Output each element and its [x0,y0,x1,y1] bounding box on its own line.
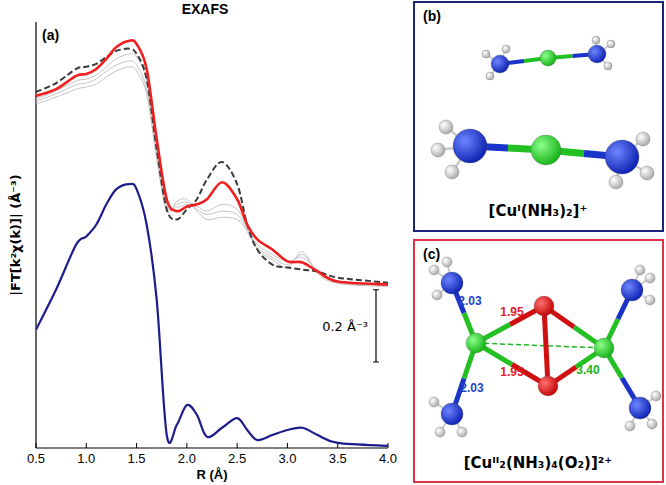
series-group [36,40,388,445]
atom [445,165,459,179]
x-tick-label: 1.0 [77,451,95,466]
x-tick [36,443,37,448]
atom [636,132,650,146]
series-line [36,67,388,287]
bond-length-label: 1.95 [500,365,524,379]
bond-length-label: 2.03 [460,381,484,395]
x-axis-line [36,447,388,448]
atom [540,50,556,66]
atom [640,166,654,180]
scale-bar-cap [373,362,379,363]
x-tick [237,443,238,448]
x-tick [186,443,187,448]
atom [645,273,655,283]
atom [486,72,494,80]
atom [429,265,439,275]
atom [651,391,661,401]
x-axis-label: R (Å) [196,467,227,482]
x-tick-label: 2.0 [178,451,196,466]
atom [621,279,643,301]
x-tick-label: 1.5 [128,451,146,466]
scale-bar [375,290,376,362]
panel-frame [414,240,663,482]
panel-c: (c) 2.03 1.95 2.03 1.95 3.40 [Cuᴵᴵ₂(NH₃)₄(O₂)]… [414,240,663,482]
x-tick [287,443,288,448]
atom [625,421,635,431]
atom [588,45,606,63]
figure: EXAFS 0.5 1.0 1.5 2.0 2.5 3.0 3.5 4.0 R (Å) |FT[k²… [0,0,666,485]
bond-length-label: 2.03 [458,294,482,308]
x-tick [86,443,87,448]
series-line [36,49,388,283]
atom [442,257,452,267]
x-tick-label: 4.0 [379,451,397,466]
atom [538,376,558,396]
x-tick-label: 0.5 [27,451,45,466]
series-line [36,184,388,446]
x-tick-label: 3.0 [278,451,296,466]
atom [431,143,445,157]
atom [432,290,442,300]
atom [629,397,651,419]
atom [534,296,554,316]
molecule-caption: [Cuᴵ(NH₃)₂]⁺ [489,202,588,220]
atom [594,338,614,358]
y-axis-line [35,22,36,448]
atom [491,55,509,73]
atom [453,129,487,163]
panel-label: (b) [423,8,441,24]
atom [645,295,655,305]
atom [441,272,463,294]
atom [592,36,600,44]
cu-cu-distance [476,343,604,348]
scale-bar-cap [373,289,379,290]
atom [531,135,561,165]
atom [607,40,615,48]
x-tick-label: 3.5 [329,451,347,466]
bond-length-label: 1.95 [500,305,524,319]
series-line [36,61,388,286]
molecule-caption: [Cuᴵᴵ₂(NH₃)₄(O₂)]²⁺ [464,454,612,472]
atom [605,140,639,174]
bond-length-label: 3.40 [576,363,600,377]
atom [609,175,623,189]
x-tick [136,443,137,448]
panel-b: (b) [Cuᴵ(NH₃)₂]⁺ [414,2,663,231]
atom [647,419,657,429]
scale-bar-label: 0.2 Å⁻³ [322,319,368,334]
x-tick-label: 2.5 [228,451,246,466]
chart-title: EXAFS [182,1,229,17]
atom [441,403,463,425]
atom [466,333,486,353]
atom [604,62,612,70]
panel-label: (a) [42,27,59,43]
atom [435,427,445,437]
atom [482,50,490,58]
panel-label: (c) [423,246,440,262]
atom [439,120,453,134]
y-axis-label: |FT[k²χ(k)]| (Å⁻³) [8,174,23,295]
atom [502,45,510,53]
panel-frame [414,2,663,231]
series-line [36,40,388,284]
series-line [36,53,388,284]
atom [457,427,467,437]
atom [635,265,645,275]
atom [429,397,439,407]
